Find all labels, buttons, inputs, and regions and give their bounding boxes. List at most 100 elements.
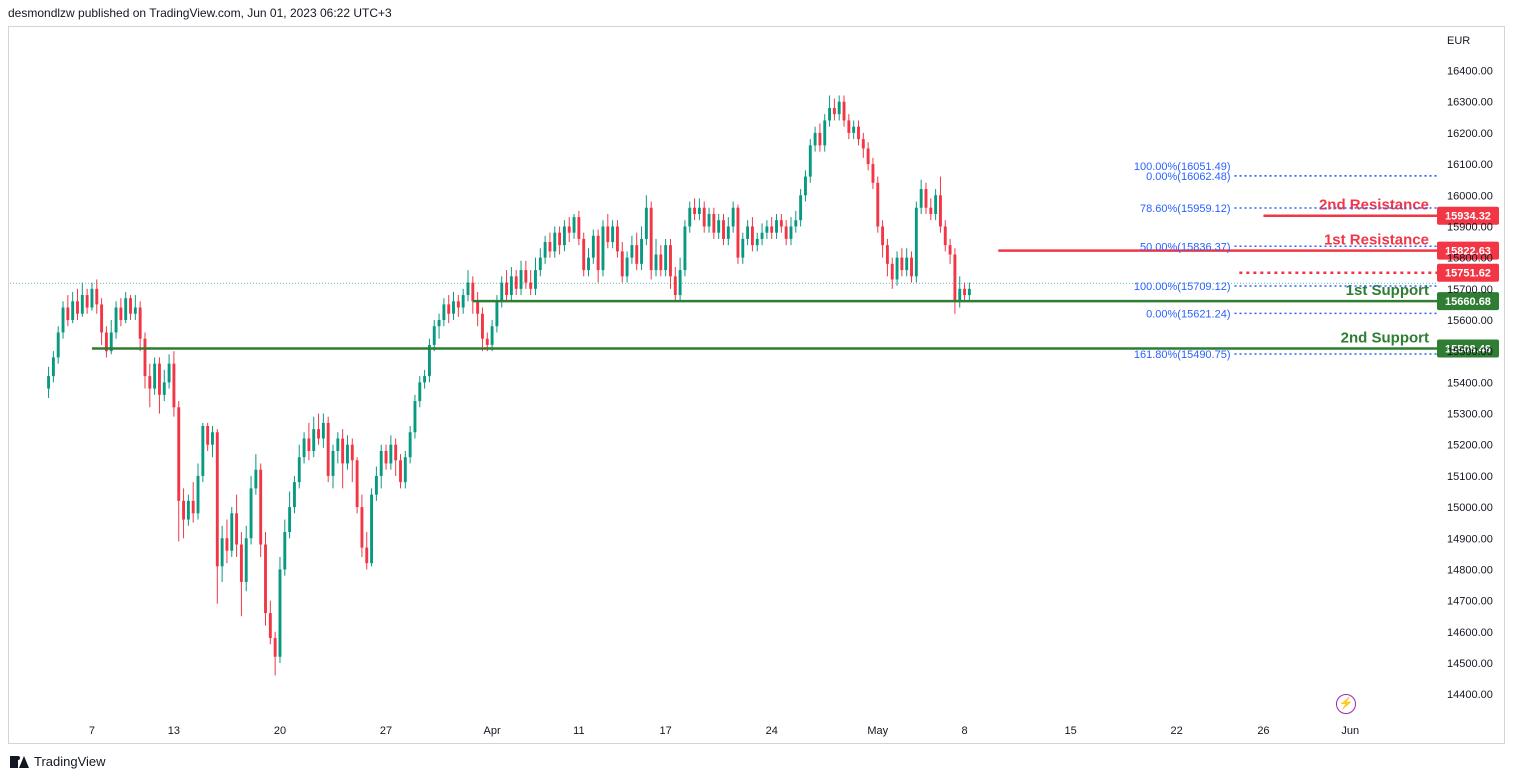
candle-body — [177, 407, 181, 501]
candle-body — [871, 164, 875, 183]
candle-body — [596, 235, 600, 271]
candle-body — [693, 207, 697, 214]
candle-body — [365, 547, 369, 564]
candle-body — [736, 207, 740, 258]
candle-body — [929, 207, 933, 214]
y-tick-label: 16200.00 — [1447, 128, 1493, 140]
candle-body — [239, 544, 243, 582]
candle-body — [779, 220, 783, 227]
candle-body — [225, 538, 229, 551]
y-tick-label: 16100.00 — [1447, 159, 1493, 171]
candle-body — [374, 475, 378, 495]
fib-label: 100.00%(15709.12) — [1134, 281, 1231, 293]
y-tick-label: 15600.00 — [1447, 315, 1493, 327]
candle-body — [577, 217, 581, 239]
x-tick-label: 26 — [1257, 725, 1269, 737]
candle-body — [900, 257, 904, 271]
candle-body — [808, 145, 812, 177]
x-tick-label: 11 — [573, 725, 584, 737]
y-tick-label: 15900.00 — [1447, 221, 1493, 233]
candle-body — [288, 507, 292, 533]
y-tick-label: 14500.00 — [1447, 658, 1493, 670]
candle-body — [321, 422, 325, 439]
candle-body — [509, 276, 513, 296]
candle-body — [201, 426, 205, 476]
price-tag-label: 15508.46 — [1445, 344, 1491, 356]
candle-body — [905, 257, 909, 271]
y-tick-label: 15200.00 — [1447, 440, 1493, 452]
candle-body — [606, 226, 610, 243]
candle-body — [148, 376, 152, 389]
candle-body — [529, 282, 533, 289]
candle-body — [669, 245, 672, 277]
candle-body — [85, 295, 89, 308]
candle-body — [895, 257, 899, 280]
candle-body — [206, 426, 210, 445]
candle-body — [408, 432, 412, 458]
candle-body — [172, 363, 176, 408]
candle-body — [881, 226, 885, 246]
candle-body — [847, 120, 851, 133]
price-tag — [1437, 241, 1499, 260]
candle-body — [331, 450, 335, 476]
candle-body — [828, 107, 832, 121]
candle-body — [215, 432, 219, 567]
y-tick-label: 14700.00 — [1447, 596, 1493, 608]
candle-body — [249, 488, 253, 539]
candle-body — [162, 382, 166, 395]
candle-body — [456, 301, 460, 308]
candle-body — [66, 307, 70, 320]
candle-body — [90, 288, 94, 308]
candle-body — [264, 544, 267, 614]
candle-body — [119, 307, 123, 320]
candle-body — [914, 207, 918, 277]
candle-body — [191, 500, 195, 514]
candle-body — [924, 189, 928, 208]
fib-label: 161.80%(15490.75) — [1134, 349, 1231, 361]
candle-body — [505, 282, 509, 296]
candle-body — [413, 401, 417, 433]
candle-body — [866, 148, 870, 165]
candle-body — [71, 301, 75, 320]
candle-body — [731, 207, 735, 227]
candle-body — [341, 438, 345, 464]
brand-label: TradingView — [34, 754, 106, 769]
candle-body — [384, 450, 388, 464]
candle-body — [794, 220, 798, 227]
candle-body — [423, 376, 427, 383]
candle-body — [403, 457, 407, 483]
candle-body — [442, 304, 446, 320]
candle-body — [890, 263, 894, 280]
candle-body — [760, 232, 764, 239]
fib-label: 78.60%(15959.12) — [1140, 203, 1231, 215]
candle-body — [235, 513, 239, 545]
candle-body — [567, 226, 571, 233]
y-tick-label: 16300.00 — [1447, 97, 1493, 109]
candle-body — [963, 288, 966, 296]
candle-body — [572, 217, 576, 233]
candle-body — [615, 226, 619, 252]
candle-body — [832, 107, 836, 115]
lightning-icon[interactable]: ⚡ — [1336, 694, 1356, 714]
candle-body — [741, 238, 745, 258]
candle-body — [278, 569, 282, 657]
candle-body — [558, 232, 562, 246]
candle-body — [943, 226, 947, 246]
candle-body — [466, 282, 470, 296]
candle-body — [437, 319, 441, 327]
candle-body — [953, 254, 957, 302]
tradingview-logo-icon — [10, 755, 30, 768]
price-tag-label: 15751.62 — [1445, 268, 1491, 280]
candle-body — [688, 207, 692, 227]
candle-body — [273, 638, 277, 657]
candle-body — [490, 326, 494, 345]
candle-body — [799, 195, 803, 221]
x-tick-label: Apr — [484, 725, 501, 737]
candle-body — [644, 207, 648, 239]
price-tag-label: 15660.68 — [1445, 296, 1491, 308]
candle-body — [153, 363, 157, 389]
candle-body — [934, 195, 938, 214]
y-tick-label: 14400.00 — [1447, 689, 1493, 701]
candle-body — [611, 226, 615, 243]
